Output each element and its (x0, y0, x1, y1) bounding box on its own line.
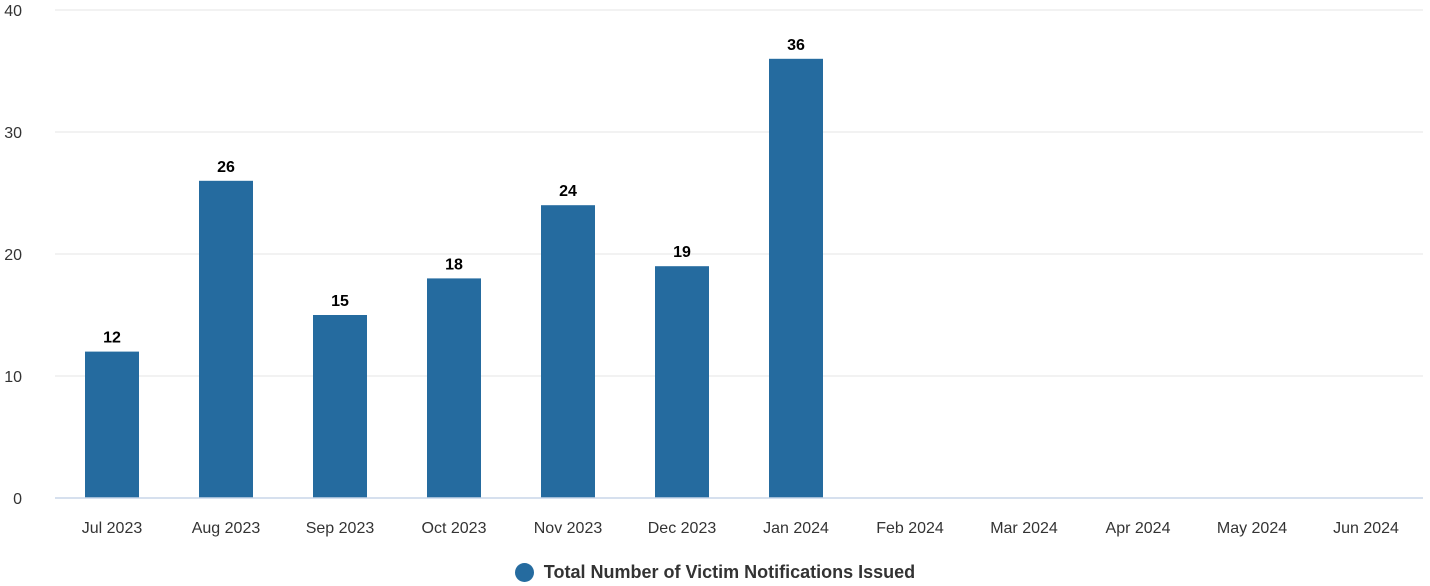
bar[interactable] (541, 205, 595, 498)
bar-data-label: 19 (673, 244, 691, 261)
legend-label: Total Number of Victim Notifications Iss… (543, 561, 916, 582)
x-tick-label: Jul 2023 (82, 520, 143, 537)
gridlines (55, 9, 1423, 377)
legend-swatch-icon (514, 562, 534, 582)
bar-data-label: 36 (787, 37, 805, 54)
y-tick-label: 30 (4, 125, 22, 142)
y-axis: 0 10 20 30 40 (4, 3, 22, 508)
bar[interactable] (199, 180, 253, 499)
bar[interactable] (85, 351, 139, 498)
bar[interactable] (769, 58, 823, 499)
bar[interactable] (655, 266, 709, 498)
x-axis: Jul 2023 Aug 2023 Sep 2023 Oct 2023 Nov 2023… (55, 497, 1423, 537)
x-tick-label: Feb 2024 (876, 520, 944, 537)
bar-data-label: 12 (103, 330, 121, 347)
bar-data-label: 24 (559, 183, 577, 200)
x-tick-label: Dec 2023 (648, 520, 717, 537)
y-tick-label: 40 (4, 3, 22, 20)
x-tick-label: Oct 2023 (422, 520, 487, 537)
legend: Total Number of Victim Notifications Iss… (0, 558, 1430, 586)
data-labels: 12 26 15 18 24 19 36 (103, 37, 805, 347)
bar-data-label: 18 (445, 256, 463, 273)
x-tick-label: Aug 2023 (192, 520, 261, 537)
bar-data-label: 26 (217, 159, 235, 176)
y-tick-label: 0 (13, 491, 22, 508)
bar-chart: 0 10 20 30 40 12 26 15 18 24 19 36 Jul 2023 Aug 202… (4, 3, 1423, 537)
x-tick-label: Nov 2023 (534, 520, 603, 537)
bars (85, 58, 823, 499)
bar[interactable] (313, 315, 367, 498)
x-tick-label: Jan 2024 (763, 520, 829, 537)
x-tick-label: Sep 2023 (306, 520, 375, 537)
y-tick-label: 10 (4, 369, 22, 386)
bar-data-label: 15 (331, 293, 349, 310)
x-tick-label: Mar 2024 (990, 520, 1058, 537)
x-tick-label: Jun 2024 (1333, 520, 1399, 537)
y-tick-label: 20 (4, 247, 22, 264)
x-tick-label: Apr 2024 (1106, 520, 1171, 537)
bar[interactable] (427, 278, 481, 498)
legend-item-series[interactable]: Total Number of Victim Notifications Iss… (514, 561, 916, 583)
x-tick-label: May 2024 (1217, 520, 1287, 537)
